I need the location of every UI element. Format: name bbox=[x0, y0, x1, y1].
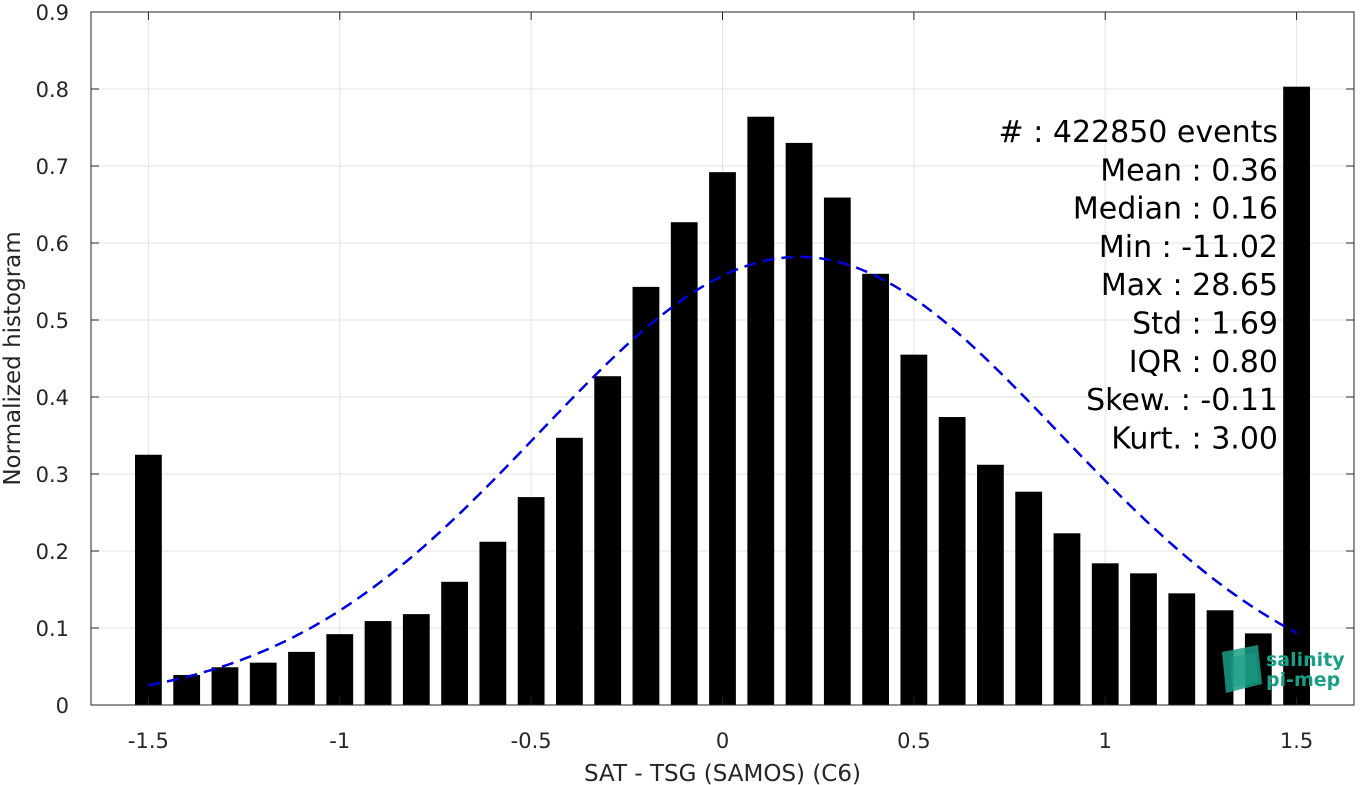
x-tick-label: 0 bbox=[716, 729, 729, 753]
bar bbox=[938, 417, 966, 705]
stat-line: Mean : 0.36 bbox=[1100, 153, 1278, 188]
bar bbox=[326, 634, 354, 705]
bar bbox=[594, 376, 622, 705]
x-tick-label: 0.5 bbox=[897, 729, 930, 753]
bar bbox=[517, 497, 545, 705]
y-tick-label: 0.5 bbox=[36, 309, 69, 333]
y-tick-label: 0.7 bbox=[36, 155, 69, 179]
bar bbox=[288, 651, 315, 705]
y-tick-label: 0.1 bbox=[36, 617, 69, 641]
stat-line: Max : 28.65 bbox=[1101, 268, 1278, 303]
bar bbox=[632, 286, 660, 705]
stat-line: Median : 0.16 bbox=[1073, 192, 1278, 227]
y-tick-label: 0.9 bbox=[36, 1, 69, 25]
stat-line: # : 422850 events bbox=[999, 115, 1278, 150]
bar bbox=[249, 662, 277, 705]
x-tick-label: -0.5 bbox=[511, 729, 552, 753]
bar bbox=[135, 454, 162, 705]
bar bbox=[900, 354, 928, 705]
y-tick-label: 0.6 bbox=[36, 232, 69, 256]
y-tick-label: 0.4 bbox=[36, 386, 69, 410]
bar bbox=[670, 222, 698, 705]
bar bbox=[709, 172, 736, 705]
bar bbox=[1091, 563, 1119, 705]
stat-line: IQR : 0.80 bbox=[1129, 345, 1278, 380]
y-axis: 0 0.1 0.2 0.3 0.4 0.5 0.6 0.7 0.8 0.9 bbox=[36, 1, 1354, 718]
bar bbox=[402, 614, 430, 705]
bar bbox=[479, 541, 507, 705]
x-axis: -1.5 -1 -0.5 0 0.5 1 1.5 bbox=[128, 12, 1313, 753]
y-tick-label: 0.8 bbox=[36, 78, 69, 102]
logo-line1: salinity bbox=[1266, 649, 1345, 671]
bar bbox=[862, 273, 889, 705]
x-tick-label: 1.5 bbox=[1280, 729, 1313, 753]
bar bbox=[785, 142, 813, 705]
x-tick-label: -1.5 bbox=[128, 729, 169, 753]
bar bbox=[823, 197, 851, 705]
x-tick-label: -1 bbox=[329, 729, 350, 753]
y-tick-label: 0 bbox=[56, 694, 69, 718]
bar bbox=[747, 116, 775, 706]
bar bbox=[977, 464, 1004, 705]
stat-line: Std : 1.69 bbox=[1132, 307, 1278, 342]
y-tick-label: 0.2 bbox=[36, 540, 69, 564]
y-tick-label: 0.3 bbox=[36, 463, 69, 487]
salinity-pi-mep-logo: salinity pi-mep bbox=[1222, 645, 1345, 693]
y-axis-label: Normalized histogram bbox=[0, 231, 26, 485]
stat-line: Kurt. : 3.00 bbox=[1111, 421, 1278, 456]
bar bbox=[1053, 533, 1081, 705]
x-axis-label: SAT - TSG (SAMOS) (C6) bbox=[584, 761, 861, 785]
bar bbox=[1168, 593, 1196, 705]
bar bbox=[556, 437, 583, 705]
bar bbox=[1130, 573, 1157, 705]
bar bbox=[1015, 491, 1043, 705]
bar bbox=[441, 581, 468, 705]
logo-line2: pi-mep bbox=[1266, 669, 1340, 691]
logo-mark-shade bbox=[1230, 652, 1258, 688]
bar bbox=[211, 667, 239, 705]
bars bbox=[135, 86, 1310, 706]
stat-line: Skew. : -0.11 bbox=[1086, 383, 1278, 418]
stat-line: Min : -11.02 bbox=[1099, 230, 1278, 265]
x-tick-label: 1 bbox=[1099, 729, 1112, 753]
bar bbox=[364, 621, 392, 705]
normal-fit-curve bbox=[148, 255, 1298, 687]
bar bbox=[1283, 86, 1310, 705]
